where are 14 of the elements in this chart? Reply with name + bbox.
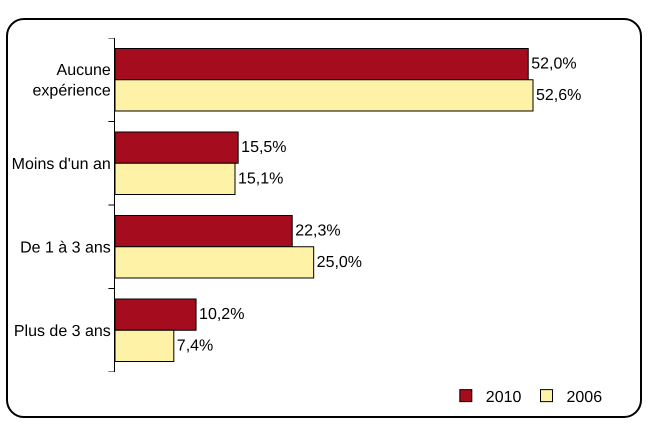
data-label: 7,4% [176, 337, 214, 354]
y-tick-label: Moins d'un an [12, 156, 111, 173]
data-label: 52,6% [536, 86, 582, 104]
y-tick-label: Plus de 3 ans [14, 322, 111, 340]
data-label: 15,5% [241, 139, 287, 156]
data-label: 22,3% [295, 222, 341, 240]
data-label: 52,0% [531, 56, 577, 73]
y-tick-label: Aucune expérience [32, 62, 111, 100]
data-label: 10,2% [199, 306, 244, 324]
data-label: 25,0% [316, 254, 362, 271]
legend-label: 2006 [566, 388, 602, 406]
y-tick-label: De 1 à 3 ans [20, 239, 111, 256]
data-label: 15,1% [238, 170, 284, 188]
legend-label: 2010 [486, 388, 522, 406]
